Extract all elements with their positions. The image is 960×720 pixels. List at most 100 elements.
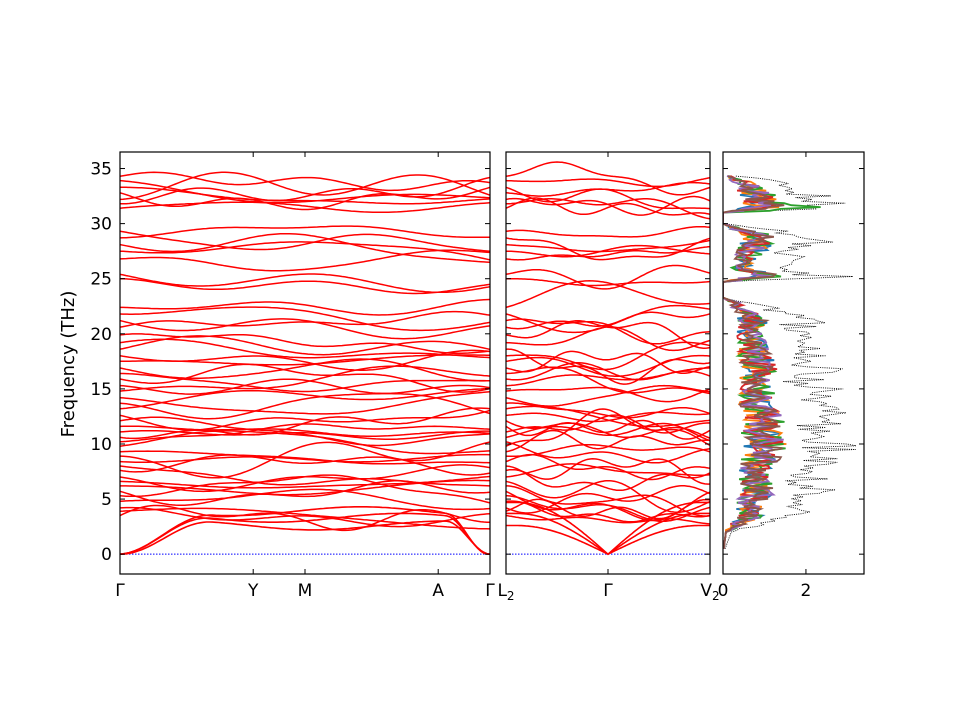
- phonon-band: [506, 453, 710, 481]
- phonon-band: [120, 430, 490, 455]
- phonon-band: [120, 241, 490, 261]
- total-dos-line: [723, 175, 857, 549]
- phonon-band: [506, 161, 710, 196]
- phonon-band: [506, 318, 710, 345]
- axes-frame: [722, 151, 865, 575]
- phonon-band: [120, 310, 490, 328]
- phonon-band: [120, 450, 490, 465]
- phonon-band: [506, 264, 710, 290]
- phonon-band: [120, 249, 490, 272]
- phonon-band: [120, 429, 490, 440]
- phonon-band: [120, 378, 490, 395]
- x-tick-label: A: [432, 581, 444, 601]
- acoustic-branch: [120, 520, 490, 555]
- x-tick-label: 0: [718, 581, 729, 601]
- phonon-band: [506, 479, 710, 513]
- phonon-band: [506, 280, 710, 309]
- phonon-band: [120, 277, 490, 295]
- phonon-band: [120, 273, 490, 294]
- phonon-band: [120, 171, 490, 192]
- phonon-band: [506, 320, 710, 349]
- phonon-band: [506, 402, 710, 419]
- phonon-band: [120, 423, 490, 443]
- phonon-band: [120, 365, 490, 392]
- band-panel-second: L2 Γ V2: [497, 151, 720, 603]
- x-tick-label: Γ: [115, 581, 125, 601]
- phonon-band: [506, 465, 710, 492]
- y-tick-label: 15: [90, 380, 112, 400]
- phonon-band: [506, 350, 710, 375]
- phonon-band: [120, 507, 490, 530]
- phonon-band: [506, 420, 710, 439]
- phonon-band: [120, 171, 490, 201]
- phonon-band: [506, 225, 710, 238]
- phonon-band: [506, 244, 710, 258]
- phonon-band: [120, 349, 490, 371]
- phonon-band: [120, 409, 490, 431]
- phonon-band: [120, 230, 490, 253]
- phonon-band: [506, 384, 710, 407]
- phonon-band: [506, 277, 710, 287]
- phonon-band: [506, 176, 710, 188]
- phonon-band: [120, 454, 490, 476]
- phonon-band: [506, 239, 710, 253]
- phonon-band: [506, 341, 710, 371]
- phonon-band: [506, 186, 710, 210]
- acoustic-branch: [506, 524, 710, 556]
- phonon-band: [120, 464, 490, 493]
- x-tick-label: Γ: [603, 581, 613, 601]
- y-tick-label: 25: [90, 270, 112, 290]
- x-tick-label: 2: [801, 581, 812, 601]
- phonon-band: [120, 358, 490, 382]
- axes-frame: [505, 151, 711, 575]
- phonon-band: [120, 306, 490, 332]
- phonon-band: [506, 408, 710, 447]
- y-tick-label: 30: [90, 215, 112, 235]
- phonon-band: [506, 362, 710, 381]
- phonon-band: [506, 348, 710, 385]
- phonon-band: [506, 195, 710, 216]
- phonon-band: [506, 245, 710, 261]
- phonon-band: [120, 475, 490, 489]
- phonon-band: [120, 354, 490, 366]
- y-tick-label: 20: [90, 325, 112, 345]
- phonon-band: [506, 429, 710, 453]
- phonon-band: [120, 186, 490, 205]
- x-tick-label: Y: [247, 581, 259, 601]
- phonon-band: [120, 416, 490, 447]
- phonon-band: [120, 506, 490, 528]
- phonon-band: [120, 391, 490, 415]
- phonon-band: [120, 318, 490, 340]
- phonon-band: [506, 463, 710, 478]
- phonon-band: [120, 488, 490, 511]
- y-tick-label: 35: [90, 160, 112, 180]
- y-tick-label: 5: [101, 490, 112, 510]
- phonon-band: [506, 458, 710, 485]
- phonon-band: [120, 225, 490, 239]
- phonon-band: [120, 372, 490, 393]
- phonon-band: [506, 485, 710, 514]
- phonon-band: [120, 298, 490, 316]
- phonon-band: [506, 304, 710, 334]
- phonon-band: [120, 338, 490, 359]
- phonon-band: [120, 453, 490, 463]
- phonon-band: [120, 179, 490, 204]
- phonon-band: [120, 333, 490, 355]
- phonon-band: [506, 197, 710, 216]
- x-tick-label: L2: [497, 581, 514, 603]
- y-tick-label: 0: [101, 545, 112, 565]
- phonon-band: [506, 366, 710, 395]
- phonon-band: [120, 480, 490, 507]
- x-tick-label: M: [298, 581, 313, 601]
- phonon-band: [120, 441, 490, 479]
- phonon-band: [120, 387, 490, 410]
- acoustic-branch: [120, 512, 490, 555]
- phonon-band: [120, 232, 490, 264]
- phonon-band: [120, 392, 490, 420]
- phonon-band: [120, 201, 490, 214]
- phonon-band: [506, 490, 710, 522]
- y-tick-label: 10: [90, 435, 112, 455]
